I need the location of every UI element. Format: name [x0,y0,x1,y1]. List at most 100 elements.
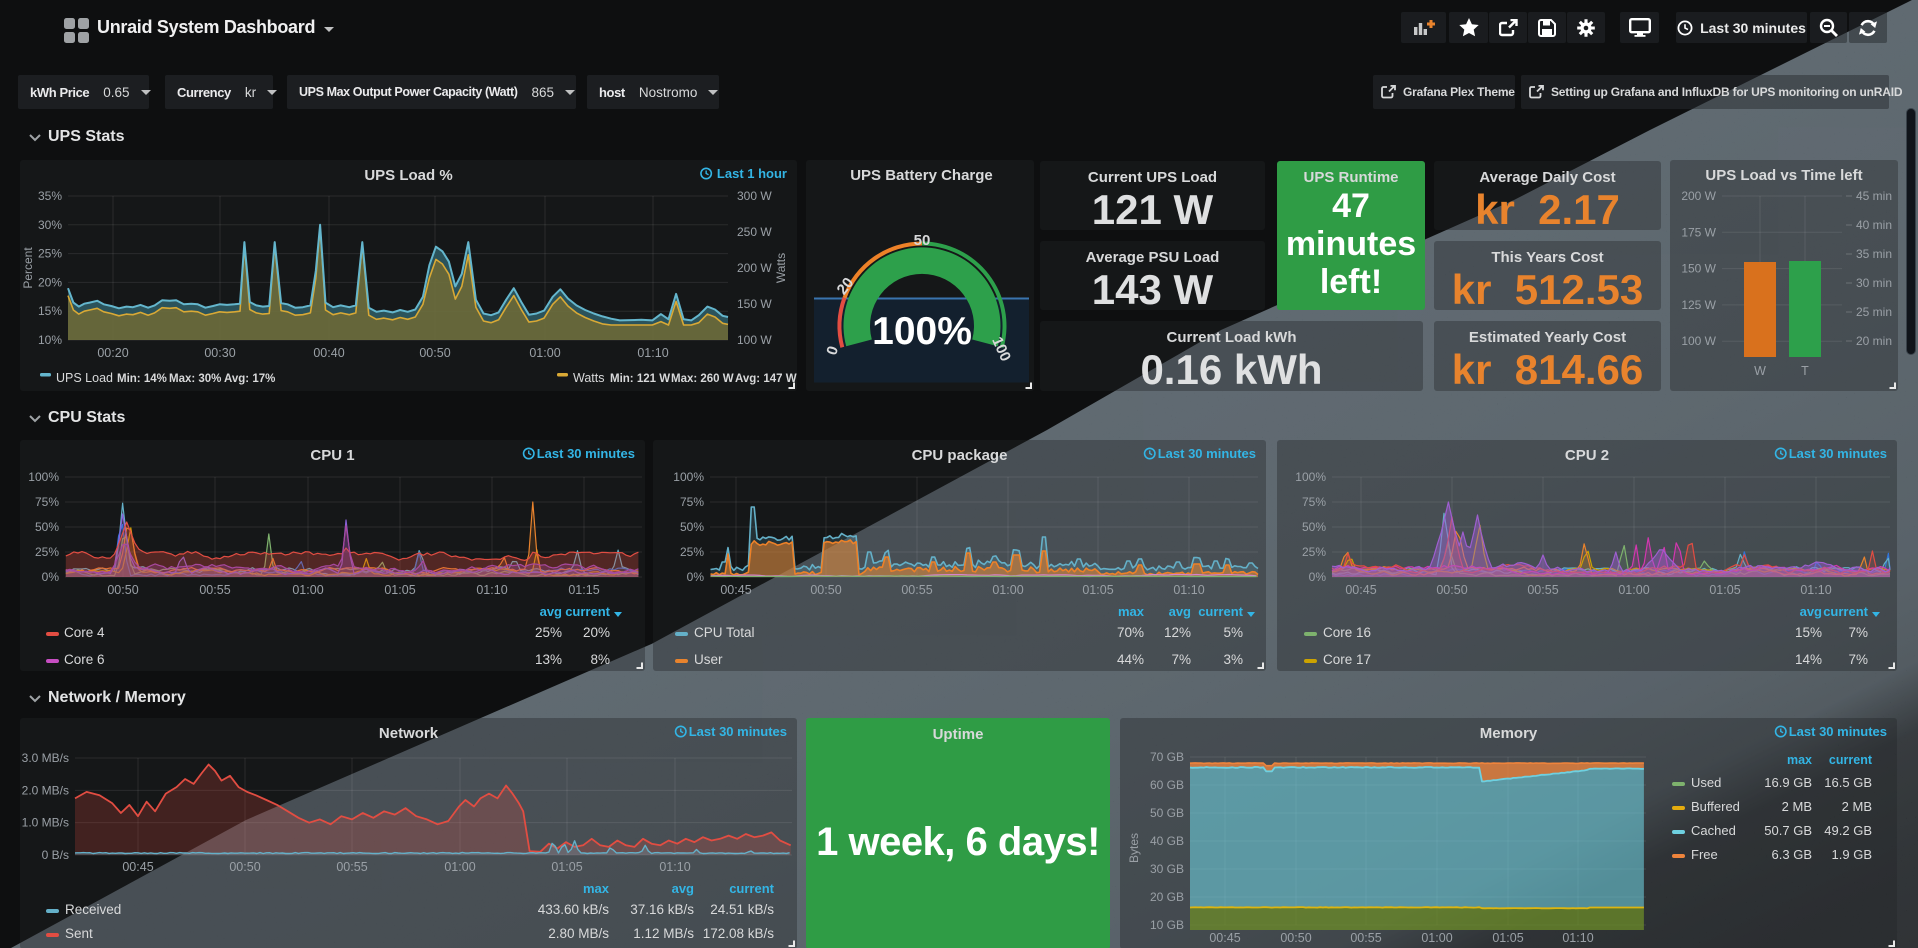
svg-text:Max: 30%: Max: 30% [169,373,221,385]
svg-text:CPU 2: CPU 2 [1565,447,1609,464]
svg-text:7%: 7% [1848,652,1868,667]
svg-text:00:45: 00:45 [1209,931,1240,945]
svg-text:Network: Network [379,725,439,742]
svg-text:40 GB: 40 GB [1150,834,1184,848]
svg-text:01:10: 01:10 [1173,583,1204,597]
svg-text:Last 30 minutes: Last 30 minutes [1158,446,1256,461]
svg-text:300 W: 300 W [737,189,772,203]
svg-text:30%: 30% [38,218,62,232]
svg-text:2.80 MB/s: 2.80 MB/s [548,926,609,941]
svg-text:150 W: 150 W [1681,262,1716,276]
svg-text:12%: 12% [1164,625,1191,640]
svg-text:30 min: 30 min [1856,276,1892,290]
svg-text:5%: 5% [1223,625,1243,640]
svg-text:Used: Used [1691,775,1721,790]
svg-text:Cached: Cached [1691,823,1736,838]
svg-text:01:10: 01:10 [476,583,507,597]
svg-text:01:00: 01:00 [1618,583,1649,597]
svg-text:250 W: 250 W [737,225,772,239]
svg-text:00:50: 00:50 [1436,583,1467,597]
svg-text:01:05: 01:05 [384,583,415,597]
svg-text:01:00: 01:00 [992,583,1023,597]
svg-text:UPS Load: UPS Load [56,371,113,385]
svg-text:Last 30 minutes: Last 30 minutes [537,446,635,461]
svg-text:00:45: 00:45 [1345,583,1376,597]
svg-text:01:10: 01:10 [1562,931,1593,945]
svg-text:Min: 121 W: Min: 121 W [610,373,670,385]
svg-text:00:55: 00:55 [1350,931,1381,945]
svg-text:avg: avg [540,604,562,619]
svg-text:Last 30 minutes: Last 30 minutes [1789,446,1887,461]
svg-text:1.12 MB/s: 1.12 MB/s [633,926,694,941]
svg-text:20%: 20% [583,625,610,640]
svg-text:Watts: Watts [573,371,604,385]
svg-text:Min: 14%: Min: 14% [117,373,167,385]
svg-text:01:10: 01:10 [1800,583,1831,597]
svg-text:25%: 25% [38,247,62,261]
svg-text:2 MB: 2 MB [1782,799,1812,814]
svg-text:75%: 75% [680,495,704,509]
svg-text:Received: Received [65,902,121,917]
svg-text:0%: 0% [42,570,60,584]
svg-text:100 W: 100 W [737,333,772,347]
svg-text:00:55: 00:55 [199,583,230,597]
svg-text:25%: 25% [535,625,562,640]
svg-text:100%: 100% [872,310,972,353]
svg-text:Watts: Watts [774,253,788,283]
svg-text:0%: 0% [1309,570,1327,584]
svg-text:00:55: 00:55 [901,583,932,597]
svg-text:75%: 75% [35,495,59,509]
svg-text:10 GB: 10 GB [1150,918,1184,932]
svg-text:50%: 50% [1302,520,1326,534]
svg-text:CPU 1: CPU 1 [310,447,354,464]
svg-text:UPS Battery Charge: UPS Battery Charge [850,167,993,184]
svg-text:125 W: 125 W [1681,298,1716,312]
svg-text:max: max [1118,604,1145,619]
svg-text:45 min: 45 min [1856,189,1892,203]
svg-text:01:15: 01:15 [568,583,599,597]
svg-text:40 min: 40 min [1856,218,1892,232]
svg-text:30 GB: 30 GB [1150,862,1184,876]
svg-text:00:50: 00:50 [810,583,841,597]
svg-text:UPS Load %: UPS Load % [364,167,452,184]
svg-text:00:50: 00:50 [419,346,450,360]
svg-text:3.0 MB/s: 3.0 MB/s [22,751,69,765]
svg-text:50: 50 [914,232,931,249]
svg-text:175 W: 175 W [1681,225,1716,239]
svg-text:current: current [1829,753,1873,767]
svg-text:100%: 100% [673,470,704,484]
svg-text:current: current [565,604,610,619]
svg-text:15%: 15% [1795,625,1822,640]
svg-text:00:40: 00:40 [313,346,344,360]
svg-text:00:55: 00:55 [1527,583,1558,597]
svg-text:25%: 25% [1302,545,1326,559]
svg-text:60 GB: 60 GB [1150,778,1184,792]
svg-text:Core 17: Core 17 [1323,652,1371,667]
svg-text:Free: Free [1691,847,1718,862]
svg-text:20: 20 [834,274,858,298]
svg-text:01:00: 01:00 [1421,931,1452,945]
svg-text:75%: 75% [1302,495,1326,509]
svg-text:avg: avg [1169,604,1191,619]
svg-text:13%: 13% [535,652,562,667]
svg-text:100 W: 100 W [1681,334,1716,348]
svg-text:70 GB: 70 GB [1150,750,1184,764]
svg-text:8%: 8% [590,652,610,667]
svg-text:100%: 100% [28,470,59,484]
svg-text:Max: 260 W: Max: 260 W [671,373,734,385]
svg-text:2 MB: 2 MB [1842,799,1872,814]
svg-text:100%: 100% [1295,470,1326,484]
svg-text:User: User [694,652,723,667]
svg-text:Last 30 minutes: Last 30 minutes [1789,724,1887,739]
svg-text:24.51 kB/s: 24.51 kB/s [710,902,774,917]
svg-text:10%: 10% [38,333,62,347]
svg-text:Last 30 minutes: Last 30 minutes [689,724,787,739]
svg-text:01:10: 01:10 [637,346,668,360]
svg-text:01:05: 01:05 [1082,583,1113,597]
svg-text:Avg: 17%: Avg: 17% [224,373,275,385]
svg-text:7%: 7% [1848,625,1868,640]
svg-text:50 GB: 50 GB [1150,806,1184,820]
svg-text:current: current [1198,604,1243,619]
svg-text:00:50: 00:50 [1280,931,1311,945]
svg-text:200 W: 200 W [737,261,772,275]
